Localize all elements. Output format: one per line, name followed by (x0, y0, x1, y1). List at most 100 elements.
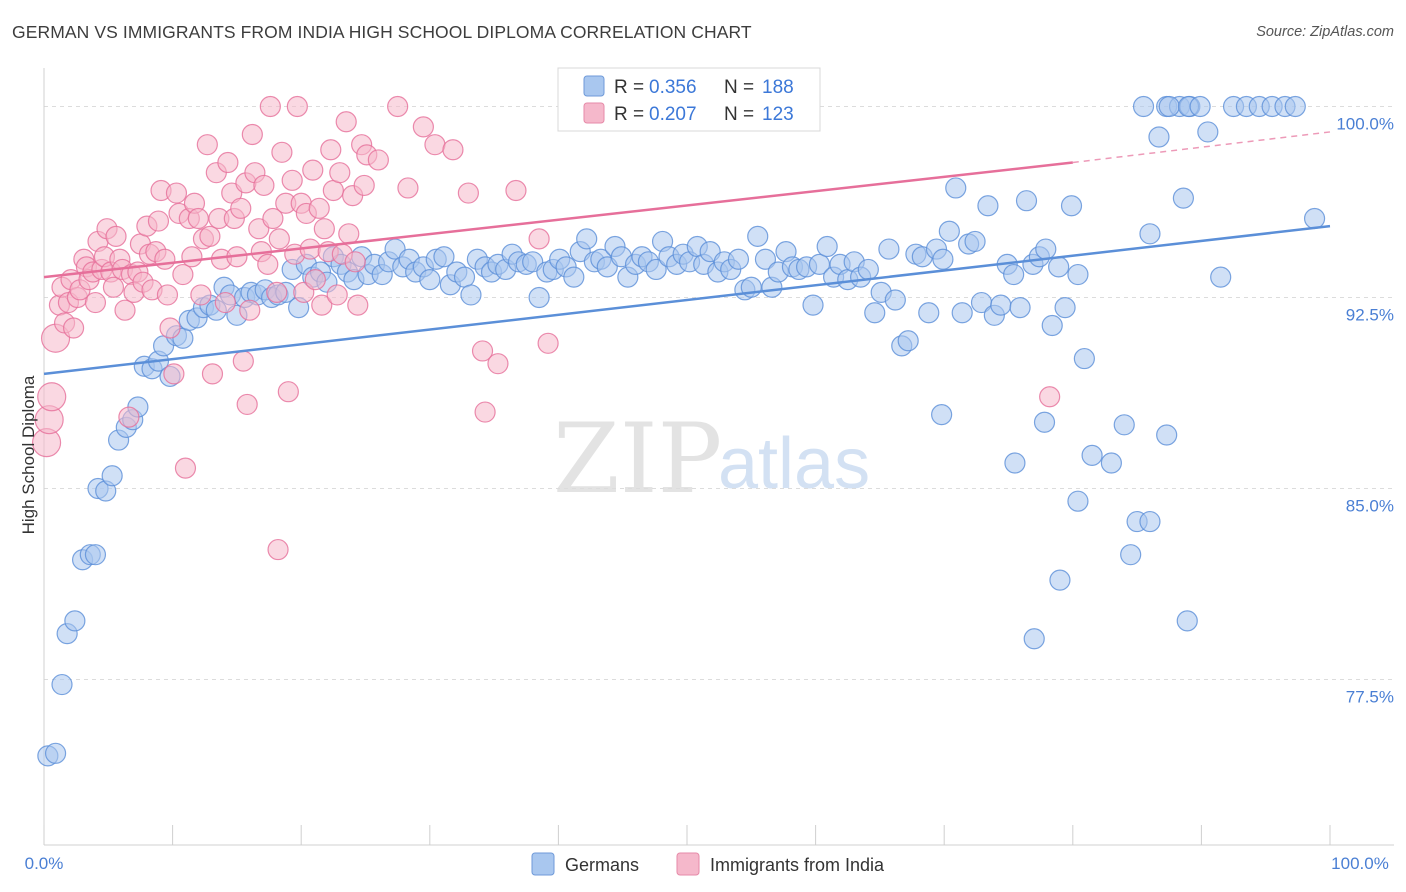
y-tick-label-0: 77.5% (1346, 687, 1394, 706)
german-point-4 (64, 610, 86, 632)
india-points (31, 95, 1061, 561)
german-point-121 (857, 258, 879, 281)
german-point-78 (563, 266, 585, 288)
german-point-151 (1054, 297, 1076, 319)
india-point-81 (281, 169, 303, 191)
india-point-77 (268, 228, 290, 250)
india-point-113 (457, 182, 479, 204)
bottom-legend-swatch-india (676, 852, 700, 876)
legend-n-value-germans: 188 (762, 77, 794, 98)
german-point-7 (84, 544, 107, 566)
india-point-55 (201, 363, 224, 385)
german-point-167 (1120, 544, 1142, 566)
german-point-158 (1067, 490, 1089, 512)
german-point-137 (964, 230, 986, 253)
bottom-legend-swatch-germans (531, 852, 555, 876)
german-point-168 (1176, 610, 1198, 632)
y-tick-labels: 77.5% 85.0% 92.5% 100.0% (1336, 114, 1394, 706)
german-point-124 (878, 238, 900, 260)
india-point-45 (172, 263, 194, 286)
german-point-125 (884, 289, 906, 311)
india-point-26 (114, 299, 136, 321)
german-point-1 (44, 742, 67, 764)
india-point-119 (267, 538, 289, 561)
bottom-legend-label-india: Immigrants from India (710, 855, 885, 875)
india-point-99 (335, 111, 357, 133)
india-point-76 (266, 281, 288, 303)
legend-n-value-india: 123 (762, 104, 794, 125)
german-point-73 (528, 286, 550, 309)
india-point-108 (387, 95, 409, 118)
german-point-186 (1139, 223, 1161, 245)
legend-n-label-india: N = (724, 104, 754, 125)
german-point-10 (101, 465, 123, 487)
india-point-73 (257, 253, 279, 275)
india-point-103 (347, 294, 369, 316)
german-point-173 (1197, 121, 1219, 143)
india-point-109 (397, 177, 419, 199)
german-point-63 (460, 284, 482, 306)
german-point-153 (1067, 263, 1089, 286)
india-point-2 (37, 382, 67, 412)
india-point-96 (326, 284, 348, 306)
india-point-40 (156, 284, 179, 306)
india-point-90 (308, 197, 330, 219)
india-point-100 (338, 223, 360, 245)
india-point-95 (322, 179, 344, 202)
german-point-166 (1156, 424, 1178, 446)
india-point-78 (271, 141, 293, 163)
india-point-116 (505, 179, 527, 202)
german-point-145 (1015, 190, 1038, 212)
german-point-150 (1048, 256, 1070, 278)
india-point-68 (241, 123, 263, 146)
source-label: Source: ZipAtlas.com (1256, 24, 1394, 40)
india-point-48 (181, 246, 203, 268)
india-point-41 (159, 317, 181, 339)
india-point-89 (304, 269, 326, 291)
german-point-163 (1113, 414, 1135, 436)
german-point-156 (1004, 452, 1026, 474)
german-point-157 (1033, 411, 1056, 433)
india-point-16 (84, 291, 107, 314)
india-trend-line (43, 161, 1073, 279)
india-point-83 (286, 95, 308, 118)
india-point-117 (528, 228, 550, 250)
india-point-42 (163, 363, 185, 385)
german-point-2 (51, 673, 73, 696)
india-point-60 (217, 151, 239, 174)
legend-n-label-germans: N = (724, 77, 754, 98)
german-point-134 (945, 177, 967, 199)
german-point-180 (1148, 126, 1170, 148)
india-point-122 (1039, 386, 1061, 408)
german-point-135 (951, 302, 973, 324)
india-point-107 (367, 149, 389, 171)
india-point-91 (311, 294, 333, 316)
india-point-64 (230, 197, 252, 219)
legend-swatch-germans (583, 75, 605, 97)
legend-r-value-germans: 0.356 (649, 77, 697, 98)
y-axis-label: High School Diploma (19, 375, 38, 534)
german-point-148 (1035, 238, 1057, 260)
german-point-184 (1210, 266, 1232, 288)
india-point-65 (232, 350, 254, 372)
german-point-115 (816, 235, 838, 258)
german-point-132 (932, 248, 954, 270)
german-point-139 (977, 195, 999, 217)
india-point-120 (236, 393, 258, 416)
india-point-121 (474, 401, 496, 423)
german-point-113 (802, 294, 824, 316)
bottom-legend: Germans Immigrants from India (531, 852, 885, 876)
german-point-179 (1284, 95, 1306, 118)
india-point-54 (199, 225, 221, 247)
y-tick-label-1: 85.0% (1346, 496, 1394, 515)
india-point-67 (239, 299, 261, 321)
german-point-62 (453, 266, 476, 288)
india-point-53 (196, 134, 218, 156)
india-point-27 (118, 406, 140, 428)
legend-r-label-india: R = (614, 104, 644, 125)
india-point-94 (320, 139, 342, 161)
german-point-59 (433, 246, 455, 268)
india-point-74 (259, 95, 281, 118)
x-tick-label-max: 100.0% (1331, 854, 1389, 873)
